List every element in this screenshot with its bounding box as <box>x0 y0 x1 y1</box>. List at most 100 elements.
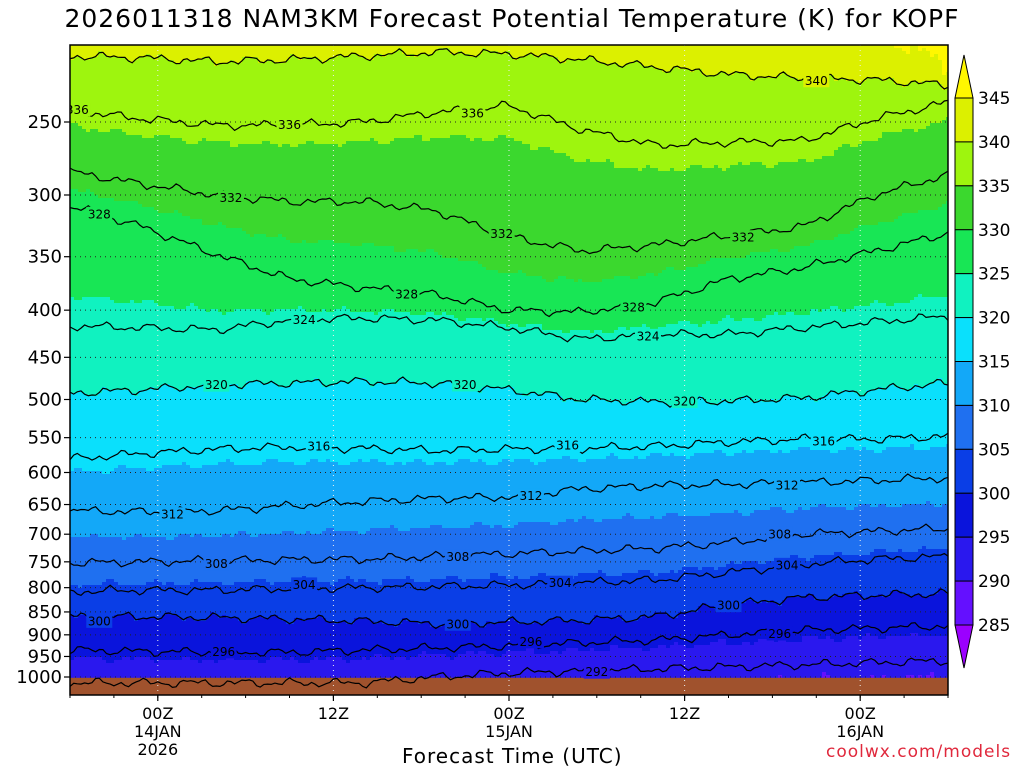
fill-band-cell <box>914 450 919 505</box>
fill-band-cell <box>630 459 635 517</box>
fill-band-cell <box>182 657 187 695</box>
fill-band-cell <box>670 453 675 514</box>
fill-band-cell <box>150 471 155 538</box>
fill-band-cell <box>914 384 919 451</box>
fill-band-cell <box>666 171 671 268</box>
fill-band-cell <box>550 651 555 688</box>
fill-band-cell <box>90 297 95 397</box>
fill-band-cell <box>626 63 631 169</box>
fill-band-cell <box>702 168 707 265</box>
fill-band-cell <box>242 660 247 694</box>
fill-band-cell <box>770 399 775 454</box>
fill-band-cell <box>314 45 319 58</box>
fill-band-cell <box>722 399 727 454</box>
x-tick-label: 12Z <box>318 704 349 723</box>
fill-band-cell <box>266 618 271 661</box>
fill-band-cell <box>282 462 287 532</box>
fill-band-cell <box>426 621 431 655</box>
fill-band-cell <box>406 621 411 661</box>
fill-band-cell <box>410 657 415 695</box>
fill-band-cell <box>930 594 935 637</box>
fill-band-cell <box>750 162 755 253</box>
fill-band-cell <box>506 327 511 388</box>
fill-band-cell <box>238 531 243 583</box>
fill-band-cell <box>910 552 915 598</box>
fill-band-cell <box>106 615 111 664</box>
fill-band-cell <box>674 45 679 67</box>
fill-band-cell <box>666 405 671 457</box>
fill-band-cell <box>378 462 383 529</box>
fill-band-cell <box>158 618 163 661</box>
fill-band-cell <box>890 222 895 307</box>
fill-band-cell <box>826 507 831 556</box>
fill-band-cell <box>922 45 927 49</box>
fill-band-cell <box>826 450 831 508</box>
fill-band-cell <box>574 522 579 577</box>
fill-band-cell <box>282 63 287 145</box>
fill-band-cell <box>458 45 463 52</box>
fill-band-cell <box>918 51 923 85</box>
fill-band-cell <box>810 399 815 451</box>
fill-band-cell <box>638 570 643 619</box>
fill-band-cell <box>398 579 403 625</box>
fill-band-cell <box>838 597 843 643</box>
fill-band-cell <box>510 579 515 619</box>
fill-band-cell <box>282 621 287 661</box>
fill-band-cell <box>926 45 931 52</box>
fill-band-cell <box>554 576 559 619</box>
fill-band-cell <box>346 624 351 664</box>
fill-band-cell <box>138 468 143 535</box>
fill-band-cell <box>826 309 831 394</box>
fill-band-cell <box>906 303 911 391</box>
fill-band-cell <box>518 57 523 142</box>
fill-band-cell <box>894 636 899 685</box>
fill-band-cell <box>346 576 351 625</box>
fill-band-cell <box>338 579 343 622</box>
fill-band-cell <box>502 45 507 55</box>
fill-band-cell <box>198 621 203 664</box>
fill-band-cell <box>522 273 527 328</box>
fill-band-cell <box>842 507 847 556</box>
fill-band-cell <box>138 657 143 695</box>
contour-label: 332 <box>490 227 513 241</box>
fill-band-cell <box>386 45 391 55</box>
fill-band-cell <box>710 513 715 568</box>
fill-band-cell <box>774 45 779 79</box>
fill-band-cell <box>938 378 943 448</box>
fill-band-cell <box>734 72 739 166</box>
fill-band-cell <box>330 585 335 622</box>
contour-label-bg <box>554 438 581 453</box>
fill-band-cell <box>786 162 791 253</box>
fill-band-cell <box>426 312 431 385</box>
fill-band-cell <box>694 645 699 682</box>
fill-band-cell <box>222 585 227 616</box>
fill-band-cell <box>862 396 867 448</box>
fill-band-cell <box>730 258 735 319</box>
fill-band-cell <box>458 261 463 322</box>
fill-band-cell <box>646 66 651 166</box>
contour-label-bg <box>810 433 837 448</box>
fill-band-cell <box>398 312 403 379</box>
fill-band-cell <box>642 66 647 169</box>
credit-link[interactable]: coolwx.com/models <box>826 742 1012 762</box>
fill-band-cell <box>806 162 811 247</box>
x-axis-label: Forecast Time (UTC) <box>402 744 623 768</box>
fill-band-cell <box>666 513 671 574</box>
fill-band-cell <box>686 567 691 613</box>
fill-band-cell <box>666 324 671 406</box>
fill-band-cell <box>354 45 359 55</box>
fill-band-cell <box>878 639 883 682</box>
fill-band-cell <box>590 282 595 334</box>
fill-band-cell <box>154 135 159 211</box>
fill-band-cell <box>74 300 79 394</box>
fill-band-cell <box>934 636 939 679</box>
fill-band-cell <box>914 297 919 385</box>
fill-band-cell <box>574 60 579 163</box>
fill-band-cell <box>846 447 851 511</box>
fill-band-cell <box>190 303 195 388</box>
fill-band-cell <box>846 390 851 448</box>
fill-band-cell <box>138 390 143 469</box>
fill-band-cell <box>778 558 783 607</box>
fill-band-cell <box>814 309 819 403</box>
fill-band-cell <box>434 315 439 388</box>
